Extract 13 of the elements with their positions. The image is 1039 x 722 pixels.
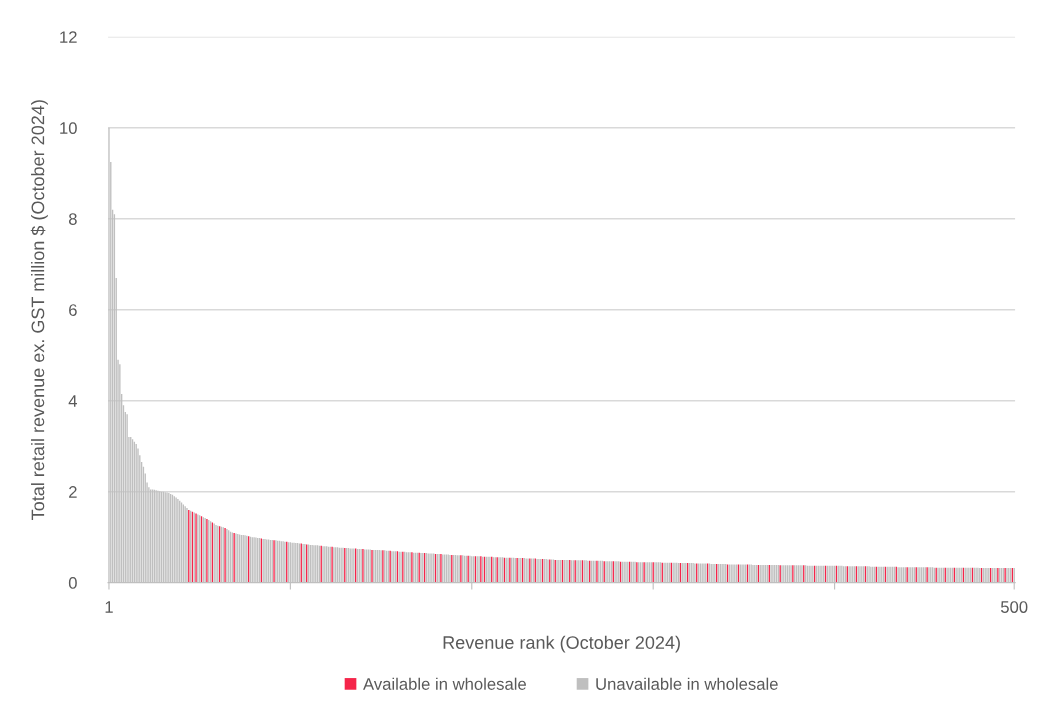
y-axis-title: Total retail revenue ex. GST million $ (October 2024) (30, 100, 48, 520)
x-axis-title: Revenue rank (October 2024) (443, 635, 680, 653)
y-tick-label: 4 (68, 395, 78, 407)
x-tick-label: 1 (105, 601, 113, 613)
x-tick-label: 500 (1000, 601, 1028, 613)
y-tick-label: 8 (68, 213, 77, 225)
legend-label: Available in wholesale (363, 677, 526, 690)
legend-label: Unavailable in wholesale (596, 677, 778, 690)
y-tick-label: 6 (69, 304, 77, 316)
y-tick-label: 2 (69, 486, 77, 498)
y-tick-label: 0 (68, 577, 77, 589)
y-tick-label: 12 (60, 31, 77, 43)
y-tick-label: 10 (60, 122, 77, 134)
